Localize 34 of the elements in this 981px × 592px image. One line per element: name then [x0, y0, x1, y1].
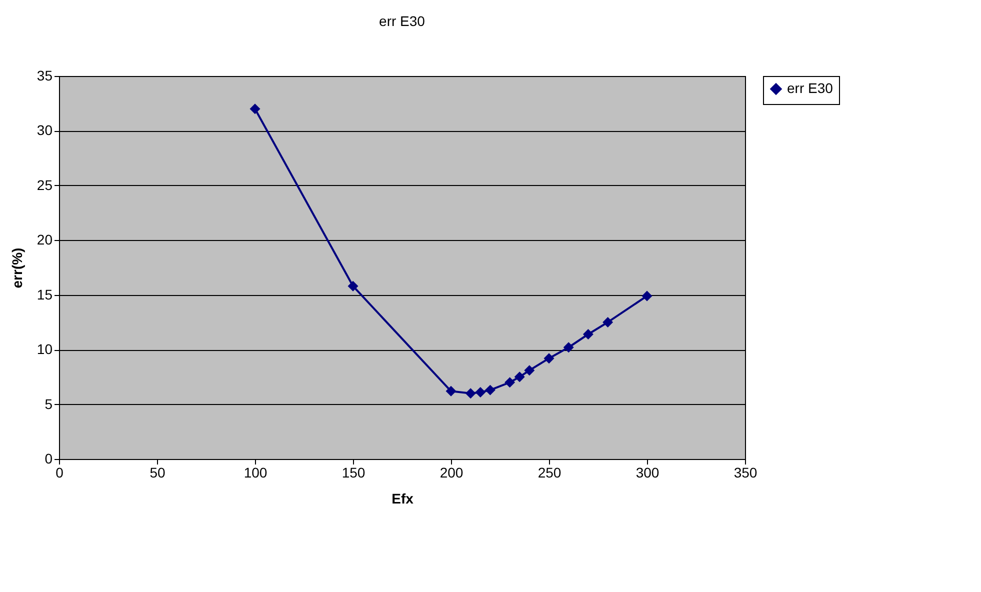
point — [524, 365, 535, 376]
y-tick-label: 35 — [36, 68, 53, 84]
x-tick-label: 200 — [440, 464, 464, 480]
y-tick-label: 5 — [44, 396, 53, 412]
point — [348, 280, 358, 292]
legend-label: err E30 — [787, 80, 834, 96]
x-axis-title: Efx — [392, 490, 414, 506]
point — [582, 329, 594, 340]
point — [446, 386, 456, 396]
y-axis-title: err(%) — [8, 248, 25, 288]
y-tick-label: 25 — [36, 176, 53, 193]
x-tick-label: 350 — [734, 464, 758, 480]
point — [602, 316, 614, 328]
y-tick-label: 10 — [36, 341, 53, 358]
y-tick-label: 30 — [36, 122, 53, 138]
point — [504, 377, 516, 388]
point — [514, 372, 525, 382]
point — [642, 290, 652, 302]
point — [250, 104, 260, 114]
chart-title: err E30 — [379, 13, 426, 29]
x-tick-label: 100 — [244, 464, 268, 480]
point — [465, 388, 476, 399]
point — [475, 387, 486, 398]
point — [484, 384, 496, 396]
point — [563, 342, 574, 353]
x-tick-label: 300 — [636, 464, 660, 480]
y-tick-label: 15 — [36, 286, 53, 302]
x-tick-label: 250 — [538, 464, 562, 480]
x-tick-label: 50 — [150, 464, 166, 480]
y-tick-label: 20 — [36, 232, 53, 248]
x-tick-label: 150 — [342, 464, 366, 480]
x-tick-label: 0 — [56, 464, 64, 480]
point — [544, 353, 554, 364]
y-tick-label: 0 — [44, 450, 53, 466]
